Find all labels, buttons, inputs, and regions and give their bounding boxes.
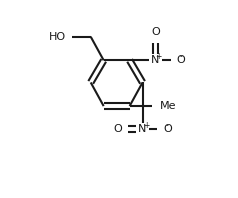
Text: O: O: [163, 124, 172, 134]
Text: Me: Me: [160, 101, 177, 111]
Text: +: +: [156, 52, 162, 62]
Text: +: +: [143, 121, 149, 130]
Text: -: -: [166, 121, 169, 130]
Text: N: N: [151, 55, 160, 65]
Text: O: O: [151, 27, 160, 37]
Text: O: O: [177, 55, 186, 65]
Text: O: O: [113, 124, 122, 134]
Text: HO: HO: [49, 32, 65, 42]
Text: N: N: [138, 124, 147, 134]
Text: -: -: [180, 52, 183, 62]
